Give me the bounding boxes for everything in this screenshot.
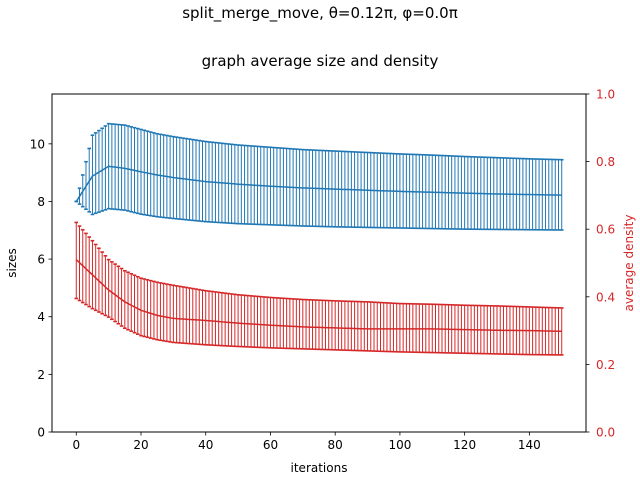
y-tick-label: 6: [37, 253, 45, 267]
x-tick-label: 100: [388, 438, 411, 452]
chart-subtitle: graph average size and density: [202, 52, 439, 70]
plot-frame: [51, 93, 587, 433]
x-axis: 0 20 40 60 80 100 120 140: [72, 432, 541, 452]
x-tick-label: 120: [453, 438, 476, 452]
x-tick-label: 140: [518, 438, 541, 452]
size-series: [74, 122, 564, 231]
x-tick-label: 80: [328, 438, 343, 452]
y2-tick-label: 0.2: [596, 358, 615, 372]
x-tick-label: 20: [133, 438, 148, 452]
y2-axis: 0.0 0.2 0.4 0.6 0.8 1.0: [586, 88, 615, 440]
x-tick-label: 0: [72, 438, 80, 452]
y2-tick-label: 0.8: [596, 155, 615, 169]
density-mean-line: [75, 259, 562, 333]
y2-tick-label: 0.6: [596, 223, 615, 237]
y2-tick-label: 0.4: [596, 290, 615, 304]
y-tick-label: 0: [37, 426, 45, 440]
x-axis-label: iterations: [291, 461, 348, 475]
plot-area: [74, 122, 564, 356]
y-tick-label: 10: [30, 137, 45, 151]
y2-tick-label: 0.0: [596, 426, 615, 440]
y-tick-label: 8: [37, 195, 45, 209]
y-axis-label: sizes: [5, 248, 19, 278]
x-tick-label: 60: [263, 438, 278, 452]
x-tick-label: 40: [198, 438, 213, 452]
y-axis: 0 2 4 6 8 10: [30, 137, 52, 440]
density-series: [74, 221, 564, 356]
size-mean-line: [75, 165, 562, 202]
y-tick-label: 2: [37, 368, 45, 382]
chart-title: split_merge_move, θ=0.12π, φ=0.0π: [182, 4, 458, 23]
y2-tick-label: 1.0: [596, 88, 615, 102]
y2-axis-label: average density: [622, 215, 636, 312]
y-tick-label: 4: [37, 310, 45, 324]
